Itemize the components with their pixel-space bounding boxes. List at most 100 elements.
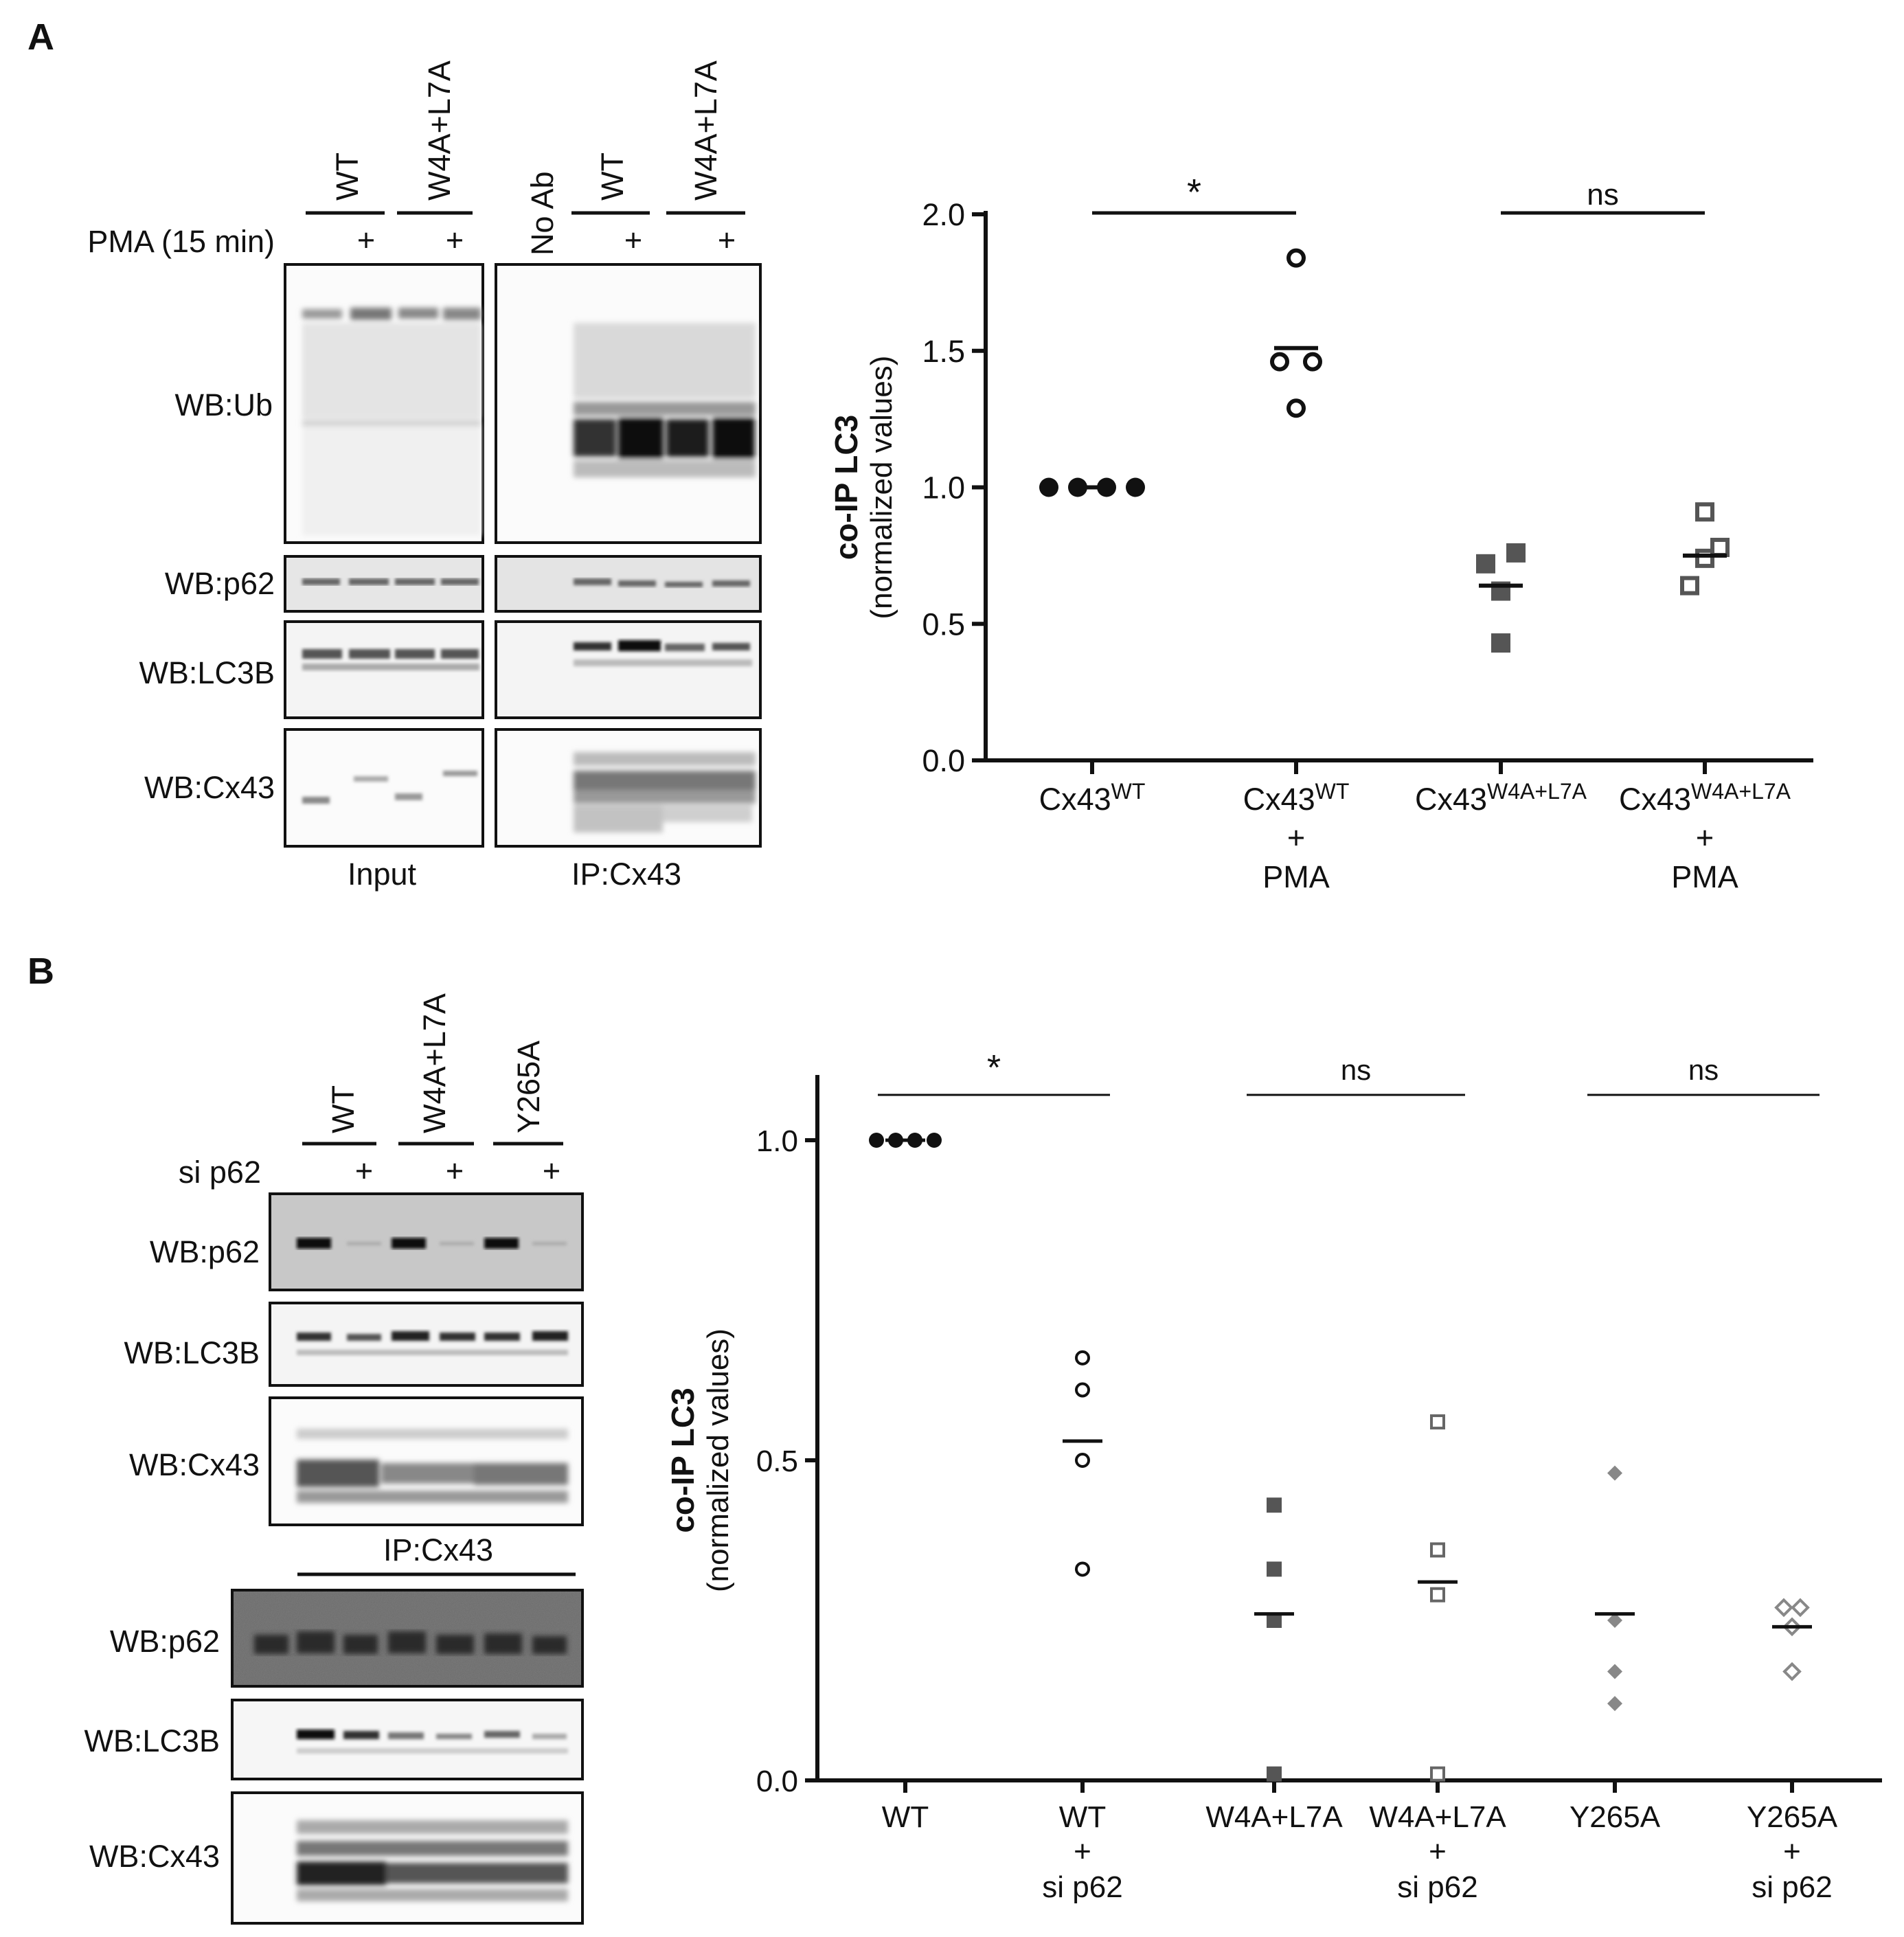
b-ip-cx43-label: IP:Cx43 <box>383 1532 493 1567</box>
panel-b-lane-labels: WT W4A+L7A Y265A <box>326 993 546 1133</box>
row-label-cx43: WB:Cx43 <box>89 1839 220 1874</box>
input-blot-lc3b <box>284 620 484 719</box>
ip-blot-lc3b <box>495 620 762 719</box>
filled-diamond-point <box>1607 1613 1622 1628</box>
panel-a-letter: A <box>27 16 54 58</box>
x-tick-label-line3: PMA <box>1671 859 1738 894</box>
lane-label-no-ab: No Ab <box>525 171 560 256</box>
y-axis-title: co-IP LC3 <box>665 1387 701 1532</box>
x-tick-label: Cx43W4A+L7A <box>1619 779 1791 817</box>
y-tick-label: 0.0 <box>922 743 965 778</box>
x-tick-label-line2: + <box>1429 1835 1447 1868</box>
significance-label: ns <box>1688 1054 1719 1086</box>
significance-label: ns <box>1587 178 1618 212</box>
plus-sign: + <box>624 223 642 258</box>
b-input-blot-lc3b <box>269 1302 584 1387</box>
si-p62-treatment-label: si p62 <box>179 1155 261 1190</box>
x-tick-label-line3: si p62 <box>1752 1870 1832 1904</box>
row-label-lc3b: WB:LC3B <box>84 1723 220 1758</box>
y-tick-label: 1.0 <box>922 471 965 506</box>
open-circle-point <box>1287 398 1306 418</box>
b-ip-blot-lc3b <box>231 1699 584 1780</box>
filled-diamond-point <box>1607 1664 1622 1679</box>
y-axis-subtitle: (normalized values) <box>865 356 898 620</box>
y-axis-title: co-IP LC3 <box>828 415 864 560</box>
x-tick-label: W4A+L7A <box>1205 1800 1343 1834</box>
open-square-point <box>1430 1542 1445 1558</box>
row-label-p62: WB:p62 <box>110 1624 220 1659</box>
open-square-point <box>1430 1766 1445 1782</box>
x-tick-label: Y265A <box>1747 1800 1838 1834</box>
open-diamond-point <box>1791 1598 1810 1618</box>
y-axis-subtitle: (normalized values) <box>701 1328 735 1592</box>
open-circle-point <box>1303 352 1322 372</box>
row-label-lc3b: WB:LC3B <box>124 1335 260 1370</box>
x-tick-label-line2: + <box>1783 1835 1801 1868</box>
plus-sign: + <box>355 1153 373 1188</box>
y-tick-label: 0.5 <box>922 607 965 642</box>
significance-label: ns <box>1341 1054 1371 1086</box>
x-tick-label-line2: + <box>1074 1835 1091 1868</box>
panel-b-letter: B <box>27 951 54 992</box>
ip-cx43-label: IP:Cx43 <box>571 857 681 892</box>
x-tick-label-line2: + <box>1287 820 1305 855</box>
filled-square-point <box>1476 554 1495 574</box>
panel-a-plus-signs: + + + + <box>357 223 736 258</box>
filled-circle-point <box>1039 477 1058 497</box>
filled-square-point <box>1491 633 1510 653</box>
x-tick-label-line3: si p62 <box>1397 1870 1477 1904</box>
significance-label: * <box>987 1048 1001 1088</box>
open-circle-point <box>1075 1382 1090 1398</box>
panel-a-row-labels: WB:Ub WB:p62 WB:LC3B WB:Cx43 <box>139 387 275 805</box>
filled-diamond-point <box>1607 1696 1622 1712</box>
y-tick-label: 1.0 <box>756 1124 798 1158</box>
b-input-blot-p62 <box>269 1192 584 1291</box>
plus-sign: + <box>543 1153 560 1188</box>
ip-blot-ub <box>495 263 762 544</box>
lane-label-wt-input: WT <box>330 152 365 201</box>
open-diamond-point <box>1782 1662 1802 1681</box>
plus-sign: + <box>446 223 464 258</box>
input-blot-p62 <box>284 555 484 613</box>
significance-label: * <box>1187 172 1201 213</box>
lane-label-w4a-l7a-input: W4A+L7A <box>422 60 457 201</box>
plus-sign: + <box>446 1153 464 1188</box>
filled-square-point <box>1267 1613 1282 1628</box>
row-label-cx43: WB:Cx43 <box>144 770 275 805</box>
plus-sign: + <box>357 223 375 258</box>
ip-blot-cx43 <box>495 728 762 848</box>
filled-circle-point <box>869 1133 884 1148</box>
panel-b-top-row-labels: WB:p62 WB:LC3B WB:Cx43 <box>124 1234 260 1482</box>
open-diamond-point <box>1774 1598 1793 1618</box>
panel-a-lane-labels: WT W4A+L7A No Ab WT W4A+L7A <box>330 60 723 256</box>
x-tick-label: WT <box>1059 1800 1106 1834</box>
open-square-point <box>1680 576 1699 596</box>
row-label-ub: WB:Ub <box>174 387 273 422</box>
plus-sign: + <box>718 223 736 258</box>
x-tick-label-line3: si p62 <box>1042 1870 1122 1904</box>
open-circle-point <box>1075 1350 1090 1366</box>
row-label-p62: WB:p62 <box>150 1234 260 1269</box>
x-tick-label-line3: PMA <box>1262 859 1330 894</box>
open-square-point <box>1710 537 1730 557</box>
y-tick-label: 0.0 <box>756 1765 798 1798</box>
x-tick-label: Cx43WT <box>1039 779 1146 817</box>
open-square-point <box>1430 1587 1445 1602</box>
filled-diamond-point <box>1607 1465 1622 1481</box>
open-circle-point <box>1075 1561 1090 1577</box>
x-tick-label: Cx43WT <box>1243 779 1350 817</box>
x-tick-label-line2: + <box>1696 820 1714 855</box>
x-tick-label: W4A+L7A <box>1369 1800 1506 1834</box>
x-tick-label: WT <box>882 1800 929 1834</box>
y-tick-label: 2.0 <box>922 197 965 232</box>
filled-square-point <box>1267 1497 1282 1513</box>
row-label-cx43: WB:Cx43 <box>129 1447 260 1482</box>
row-label-p62: WB:p62 <box>165 566 275 601</box>
open-circle-point <box>1287 248 1306 268</box>
input-label: Input <box>348 857 417 892</box>
lane-label-wt-ip: WT <box>595 152 630 201</box>
x-tick-label: Cx43W4A+L7A <box>1415 779 1587 817</box>
open-circle-point <box>1075 1453 1090 1468</box>
